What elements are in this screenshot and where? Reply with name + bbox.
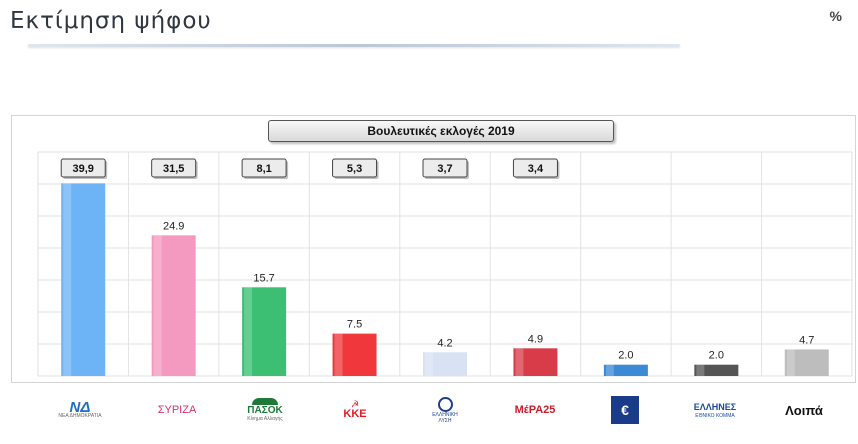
bar-highlight xyxy=(153,235,162,376)
euro-square-icon: € xyxy=(611,396,639,424)
bar-value-label: 4.7 xyxy=(799,334,814,346)
elliniki-lysi-logo-text2: ΛΥΣΗ xyxy=(438,417,452,424)
election-2019-value: 3,4 xyxy=(528,163,544,175)
chart-subtitle: Βουλευτικές εκλογές 2019 xyxy=(268,120,614,142)
title-underline xyxy=(28,44,680,47)
ellines-logo-subtext: ΕΘΝΙΚΟ ΚΟΜΜΑ xyxy=(695,412,735,419)
bar-highlight xyxy=(605,364,614,376)
bar-highlight xyxy=(334,333,343,376)
pasok-logo-subtext: Κίνημα Αλλαγής xyxy=(247,416,283,422)
syriza-logo: ΣΥΡΙΖΑ xyxy=(137,388,217,432)
bar-value-label: 15.7 xyxy=(253,272,274,284)
party-logo-row: ΝΔ ΝΕΑ ΔΗΜΟΚΡΑΤΙΑ ΣΥΡΙΖΑ ΠΑΣΟΚ Κίνημα Αλ… xyxy=(0,388,858,438)
bar-value-label: 7.5 xyxy=(347,319,362,331)
bar-2 xyxy=(151,235,196,376)
election-2019-box xyxy=(422,158,468,178)
bar-value-label: 4.2 xyxy=(437,337,452,349)
election-2019-value: 5,3 xyxy=(347,163,362,175)
other-logo: Λοιπά xyxy=(764,388,844,432)
bar-value-label: 24.9 xyxy=(163,220,184,232)
page-title: Εκτίμηση ψήφου xyxy=(10,8,212,34)
election-2019-box xyxy=(512,158,558,178)
election-2019-value: 31,5 xyxy=(163,163,184,175)
bar-value-label: 2.0 xyxy=(618,350,633,362)
bar-5 xyxy=(423,352,467,376)
kke-logo: ☭ ΚΚΕ xyxy=(315,388,395,432)
bar-highlight xyxy=(425,352,433,376)
unit-label: % xyxy=(829,8,842,24)
bar-8 xyxy=(694,364,739,376)
bar-value-label: 2.0 xyxy=(709,350,724,362)
bar-highlight xyxy=(63,183,72,376)
election-2019-box xyxy=(60,158,106,178)
kke-logo-text: ΚΚΕ xyxy=(343,408,367,420)
circle-emblem-icon xyxy=(437,396,453,412)
elliniki-lysi-logo-text: ΕΛΛΗΝΙΚΗ xyxy=(432,411,458,418)
bar-1 xyxy=(61,183,106,376)
bar-3 xyxy=(242,287,287,376)
election-2019-box xyxy=(332,158,378,178)
ellines-logo-text: ΕΛΛΗΝΕΣ xyxy=(693,401,737,412)
election-2019-box xyxy=(151,158,197,178)
hammer-sickle-icon: ☭ xyxy=(350,399,360,409)
pasok-logo: ΠΑΣΟΚ Κίνημα Αλλαγής xyxy=(225,388,305,432)
elliniki-lysi-logo: ΕΛΛΗΝΙΚΗ ΛΥΣΗ xyxy=(405,388,485,432)
nd-logo-text: ΝΔ xyxy=(69,398,91,416)
pasok-logo-text: ΠΑΣΟΚ xyxy=(247,405,283,416)
bar-highlight xyxy=(696,364,705,376)
election-2019-box xyxy=(241,158,287,178)
plefsi-logo: € xyxy=(585,388,665,432)
mera25-logo: ΜέΡΑ25 xyxy=(495,388,575,432)
bar-highlight xyxy=(786,349,795,376)
mera25-logo-text: ΜέΡΑ25 xyxy=(514,403,556,416)
bar-highlight xyxy=(244,287,253,376)
bar-highlight xyxy=(515,348,524,376)
other-label: Λοιπά xyxy=(785,402,823,418)
bar-7 xyxy=(603,364,648,376)
election-2019-value: 8,1 xyxy=(256,163,271,175)
election-2019-value: 39,9 xyxy=(73,163,94,175)
bar-value-label: 4.9 xyxy=(528,333,543,345)
nd-logo-subtext: ΝΕΑ ΔΗΜΟΚΡΑΤΙΑ xyxy=(58,412,102,419)
bar-9 xyxy=(784,349,829,376)
nd-logo: ΝΔ ΝΕΑ ΔΗΜΟΚΡΑΤΙΑ xyxy=(40,388,120,432)
bar-4 xyxy=(332,333,377,376)
ellines-logo: ΕΛΛΗΝΕΣ ΕΘΝΙΚΟ ΚΟΜΜΑ xyxy=(675,388,755,432)
bar-6 xyxy=(513,348,558,376)
election-2019-value: 3,7 xyxy=(437,163,452,175)
pasok-sun-icon xyxy=(252,398,278,405)
syriza-logo-text: ΣΥΡΙΖΑ xyxy=(157,403,197,416)
